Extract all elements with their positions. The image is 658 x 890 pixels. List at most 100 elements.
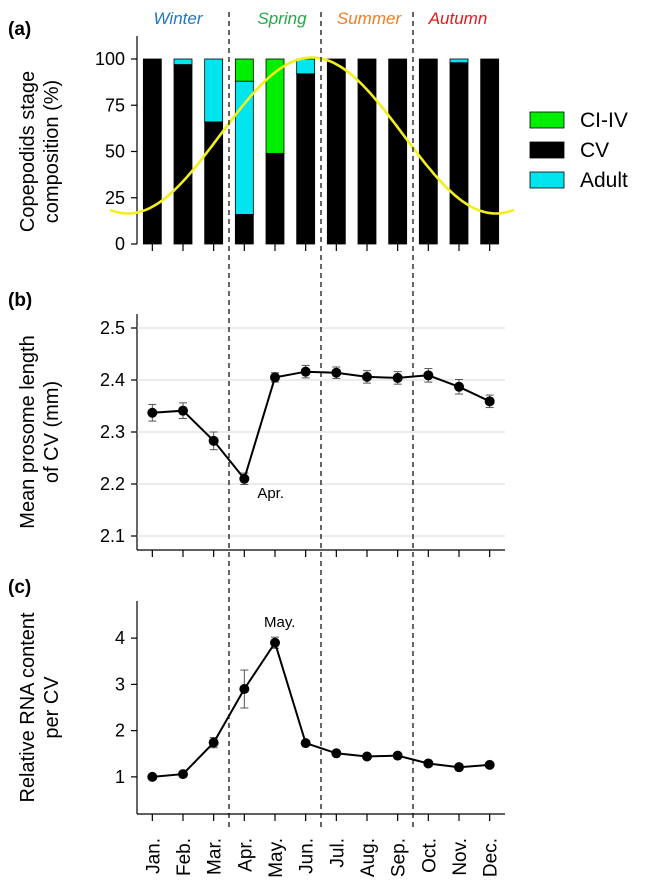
y-tick-label: 2.3 xyxy=(100,422,125,442)
bar-cv-aug xyxy=(357,58,377,245)
month-label-jul: Jul. xyxy=(327,838,348,868)
legend-swatch-cv xyxy=(529,141,565,159)
data-point-dec xyxy=(484,396,495,407)
panel-c-line-chart: 1 2 3 4 Relative RNA content per CV (c) May. xyxy=(8,577,505,821)
y-axis-title: Relative RNA content per CV xyxy=(17,612,63,803)
legend-label-ci-iv: CI-IV xyxy=(580,109,628,132)
bar-cv-may xyxy=(265,152,285,245)
data-point-oct xyxy=(423,758,434,769)
y-axis-title-line: of CV (mm) xyxy=(41,381,63,483)
y-tick-label: 3 xyxy=(115,674,125,694)
y-tick-label: 2 xyxy=(115,721,125,741)
bar-ci-iv-may xyxy=(265,58,285,154)
bar-adult-feb xyxy=(173,58,193,65)
bar-cv-mar xyxy=(204,121,224,245)
data-point-jul xyxy=(331,367,342,378)
month-label-may: May. xyxy=(266,838,287,878)
month-label-oct: Oct. xyxy=(419,838,440,873)
bar-cv-jan xyxy=(142,58,162,245)
data-point-mar xyxy=(208,435,219,446)
bar-ci-iv-apr xyxy=(234,58,254,82)
bar-adult-apr xyxy=(234,80,254,215)
y-tick-label: 25 xyxy=(105,188,125,208)
month-label-aug: Aug. xyxy=(358,838,379,877)
y-tick-label: 100 xyxy=(95,49,125,69)
annotation-label: May. xyxy=(264,614,295,631)
y-tick-label: 4 xyxy=(115,628,125,648)
legend-label-cv: CV xyxy=(580,139,609,162)
bar-cv-jul xyxy=(326,58,346,245)
data-point-jan xyxy=(147,771,158,782)
data-point-nov xyxy=(454,381,464,392)
bar-cv-dec xyxy=(480,58,500,245)
data-point-sep xyxy=(392,750,403,761)
data-point-may xyxy=(270,637,280,648)
bar-cv-oct xyxy=(418,58,438,245)
month-label-sep: Sep. xyxy=(389,838,410,877)
panel-b-line-chart: 2.1 2.2 2.3 2.4 2.5 Mean prosome length of CV … xyxy=(8,290,505,557)
y-tick-label: 2.2 xyxy=(100,474,125,494)
y-axis-title-line: composition (%) xyxy=(41,80,63,223)
data-point-jun xyxy=(300,738,311,749)
y-tick-label: 0 xyxy=(115,234,125,254)
bar-cv-apr xyxy=(234,213,254,245)
season-label-autumn: Autumn xyxy=(428,9,488,28)
legend: CI-IV CV Adult xyxy=(529,109,628,192)
y-axis-title: Mean prosome length of CV (mm) xyxy=(17,335,63,528)
legend-swatch-ci-iv xyxy=(529,111,565,129)
month-label-dec: Dec. xyxy=(481,838,502,877)
legend-swatch-adult xyxy=(529,171,565,189)
data-point-jan xyxy=(147,407,158,418)
data-point-apr xyxy=(239,684,250,694)
bar-adult-jun xyxy=(296,58,316,75)
bar-cv-feb xyxy=(173,64,193,245)
y-tick-label: 2.5 xyxy=(100,318,125,338)
bar-cv-nov xyxy=(449,62,469,245)
y-tick-label: 2.4 xyxy=(100,370,125,390)
legend-label-adult: Adult xyxy=(580,169,628,192)
data-point-aug xyxy=(362,371,372,382)
data-point-mar xyxy=(208,737,219,748)
yellow-overlay-curve xyxy=(109,56,515,215)
y-axis-title-line: Copepodids stage xyxy=(17,71,39,232)
panel-label: (b) xyxy=(8,290,32,311)
data-point-feb xyxy=(178,769,188,780)
data-point-oct xyxy=(423,370,434,381)
y-tick-label: 2.1 xyxy=(100,526,125,546)
month-axis-labels: Jan. Feb. Mar. Apr. May. Jun. Jul. Aug. Sep. Oct.… xyxy=(143,838,501,878)
month-label-nov: Nov. xyxy=(450,838,471,876)
panel-label: (c) xyxy=(8,577,31,598)
y-axis-title-line: Relative RNA content xyxy=(17,612,39,803)
y-tick-label: 50 xyxy=(105,142,125,162)
season-label-spring: Spring xyxy=(257,9,307,28)
y-tick-label: 1 xyxy=(115,767,125,787)
month-label-apr: Apr. xyxy=(235,838,256,872)
data-point-nov xyxy=(454,762,464,773)
data-line xyxy=(152,640,490,778)
season-label-summer: Summer xyxy=(337,9,403,28)
data-point-sep xyxy=(392,372,403,383)
month-label-mar: Mar. xyxy=(205,838,226,875)
season-dividers xyxy=(228,12,414,828)
y-axis-title-line: per CV xyxy=(41,676,63,739)
bar-adult-nov xyxy=(449,58,469,64)
y-axis-title-line: Mean prosome length xyxy=(17,335,39,528)
y-tick-label: 75 xyxy=(105,95,125,115)
month-label-feb: Feb. xyxy=(174,838,195,876)
panel-a-stacked-bar-chart: 0 25 50 75 100 Copepodids stage composition (%… xyxy=(8,9,628,254)
season-label-winter: Winter xyxy=(154,9,204,28)
data-point-aug xyxy=(362,751,372,762)
bar-cv-jun xyxy=(296,73,316,245)
bar-cv-sep xyxy=(388,58,408,245)
month-label-jun: Jun. xyxy=(297,838,318,874)
data-point-apr xyxy=(239,473,250,484)
data-point-jun xyxy=(300,366,311,377)
data-point-feb xyxy=(178,405,188,416)
annotation-label: Apr. xyxy=(257,485,284,502)
month-label-jan: Jan. xyxy=(143,838,164,874)
data-point-jul xyxy=(331,748,342,759)
panel-label: (a) xyxy=(8,19,31,40)
data-point-may xyxy=(270,372,280,383)
data-point-dec xyxy=(484,759,495,770)
